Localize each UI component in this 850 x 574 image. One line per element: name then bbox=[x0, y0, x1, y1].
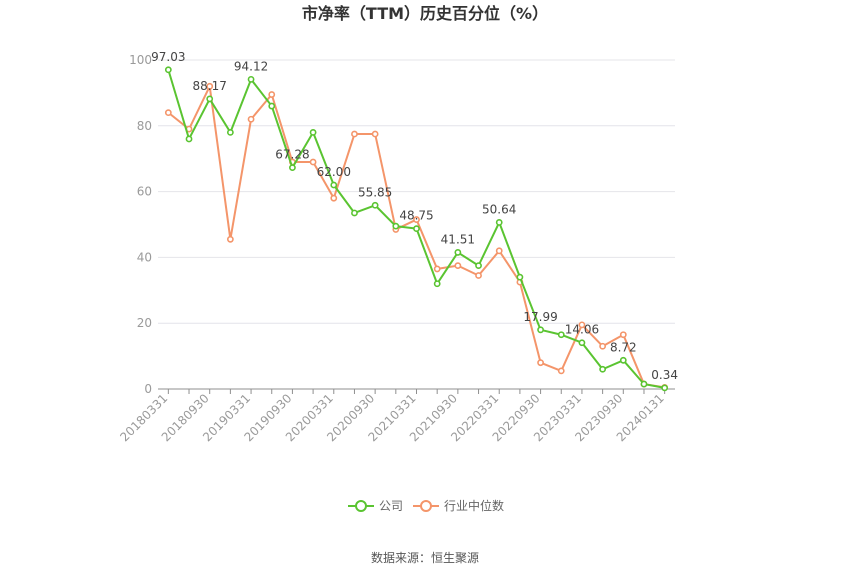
data-point[interactable] bbox=[413, 216, 420, 223]
data-point[interactable] bbox=[557, 331, 565, 339]
data-point[interactable] bbox=[537, 326, 544, 334]
data-point[interactable] bbox=[578, 321, 586, 329]
data-point[interactable] bbox=[330, 194, 338, 202]
data-point[interactable] bbox=[619, 356, 627, 364]
data-point[interactable] bbox=[619, 331, 627, 339]
data-point[interactable] bbox=[351, 209, 358, 217]
series-company bbox=[164, 66, 669, 392]
data-point[interactable] bbox=[309, 128, 317, 136]
data-source-note: 数据来源：恒生聚源 bbox=[371, 550, 479, 565]
data-point[interactable] bbox=[392, 222, 400, 230]
legend-label-industry-median: 行业中位数 bbox=[444, 498, 504, 513]
data-point[interactable] bbox=[599, 342, 607, 350]
data-label: 17.99 bbox=[523, 310, 557, 324]
data-point[interactable] bbox=[164, 109, 172, 117]
data-point[interactable] bbox=[578, 339, 586, 347]
y-axis: 0 20 40 60 80 100 bbox=[129, 53, 152, 396]
chart-title: 市净率（TTM）历史百分位（%） bbox=[302, 4, 548, 23]
data-point[interactable] bbox=[433, 265, 441, 273]
data-point[interactable] bbox=[640, 380, 648, 388]
data-labels: 97.03 88.17 94.12 67.28 62.00 55.85 48.75 41.51… bbox=[151, 50, 678, 382]
data-point[interactable] bbox=[206, 95, 214, 103]
data-point[interactable] bbox=[454, 249, 462, 256]
data-point[interactable] bbox=[268, 102, 276, 110]
data-point[interactable] bbox=[226, 128, 234, 136]
data-point[interactable] bbox=[475, 262, 482, 270]
data-point[interactable] bbox=[413, 225, 420, 233]
data-point[interactable] bbox=[164, 66, 172, 74]
data-point[interactable] bbox=[433, 280, 441, 288]
data-point[interactable] bbox=[371, 201, 379, 209]
series-lines bbox=[164, 66, 669, 392]
legend-item-company[interactable]: 公司 bbox=[348, 499, 403, 513]
y-tick-label: 60 bbox=[137, 185, 152, 199]
legend-item-industry-median[interactable]: 行业中位数 bbox=[413, 498, 504, 513]
y-tick-label: 80 bbox=[137, 119, 152, 133]
data-point[interactable] bbox=[454, 262, 462, 270]
data-label: 8.72 bbox=[610, 340, 637, 354]
data-point[interactable] bbox=[268, 91, 276, 98]
data-point[interactable] bbox=[351, 130, 358, 138]
data-point[interactable] bbox=[206, 82, 214, 90]
data-point[interactable] bbox=[495, 247, 503, 255]
y-tick-label: 20 bbox=[137, 316, 152, 330]
data-point[interactable] bbox=[185, 135, 193, 143]
data-point[interactable] bbox=[371, 130, 379, 138]
data-point[interactable] bbox=[247, 75, 255, 83]
series-industry-median bbox=[164, 82, 669, 391]
data-point[interactable] bbox=[309, 158, 317, 166]
data-point[interactable] bbox=[226, 235, 234, 243]
x-tick-labels: 2018033120180930201903312019093020200331… bbox=[117, 391, 666, 444]
legend[interactable]: 公司 行业中位数 bbox=[348, 498, 504, 513]
y-tick-label: 100 bbox=[129, 53, 152, 67]
data-point[interactable] bbox=[516, 273, 524, 281]
data-label: 55.85 bbox=[358, 185, 392, 199]
data-point[interactable] bbox=[289, 164, 296, 172]
data-label: 41.51 bbox=[441, 232, 475, 246]
data-label: 0.34 bbox=[651, 368, 678, 382]
legend-swatch-marker bbox=[355, 500, 367, 512]
legend-label-company: 公司 bbox=[379, 499, 403, 513]
data-label: 67.28 bbox=[275, 148, 309, 162]
data-label: 48.75 bbox=[399, 209, 433, 223]
series-line bbox=[167, 85, 665, 389]
grid-lines bbox=[158, 59, 675, 324]
data-point[interactable] bbox=[537, 359, 544, 367]
y-tick-label: 40 bbox=[137, 250, 152, 264]
data-point[interactable] bbox=[599, 365, 607, 373]
data-label: 97.03 bbox=[151, 50, 185, 64]
x-axis bbox=[158, 388, 675, 394]
data-label: 94.12 bbox=[234, 59, 268, 73]
data-label: 88.17 bbox=[193, 79, 227, 93]
data-point[interactable] bbox=[557, 367, 565, 375]
data-label: 50.64 bbox=[482, 202, 516, 216]
data-point[interactable] bbox=[475, 272, 482, 279]
data-point[interactable] bbox=[661, 384, 669, 392]
legend-swatch-marker bbox=[420, 500, 432, 512]
data-point[interactable] bbox=[495, 218, 503, 226]
y-tick-label: 0 bbox=[144, 382, 152, 396]
data-label: 14.06 bbox=[565, 323, 599, 337]
data-label: 62.00 bbox=[317, 165, 351, 179]
data-point[interactable] bbox=[330, 181, 338, 189]
data-point[interactable] bbox=[247, 115, 255, 123]
